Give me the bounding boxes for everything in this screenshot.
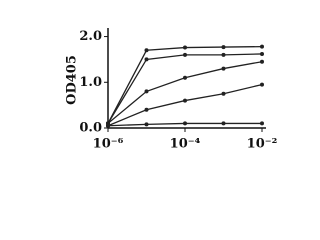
- chart: OD405 0.0 1.0 2.0 10⁻⁶ 10⁻⁴ 10⁻²: [65, 28, 278, 152]
- point: [260, 59, 264, 64]
- point: [221, 91, 226, 96]
- x-tick-label: 10⁻²: [247, 137, 278, 152]
- point: [260, 82, 264, 87]
- point: [260, 51, 264, 56]
- series-line: [107, 53, 263, 124]
- point: [144, 48, 149, 53]
- point: [144, 57, 149, 62]
- point: [183, 52, 187, 57]
- x-tick-label: 10⁻⁶: [93, 137, 124, 152]
- point: [221, 52, 226, 57]
- point: [260, 121, 264, 126]
- page: OD405 0.01.02.010⁻⁶10⁻⁴10⁻² (() => { con…: [64, 28, 278, 152]
- point: [106, 123, 110, 128]
- point: [183, 75, 187, 80]
- series-line: [107, 83, 263, 127]
- y-axis-label: OD405: [65, 55, 80, 105]
- point: [221, 66, 226, 71]
- y-tick-label: 1.0: [79, 75, 102, 90]
- point: [183, 98, 187, 103]
- point: [183, 121, 187, 126]
- point: [260, 44, 264, 49]
- series-line: [107, 61, 263, 124]
- point: [183, 45, 187, 50]
- point: [144, 107, 149, 112]
- point: [221, 121, 226, 126]
- y-tick-label: 0.0: [79, 121, 102, 136]
- x-tick-label: 10⁻⁴: [170, 137, 201, 152]
- y-tick-label: 2.0: [79, 29, 102, 44]
- point: [144, 89, 149, 94]
- point: [221, 45, 226, 50]
- point: [144, 122, 149, 127]
